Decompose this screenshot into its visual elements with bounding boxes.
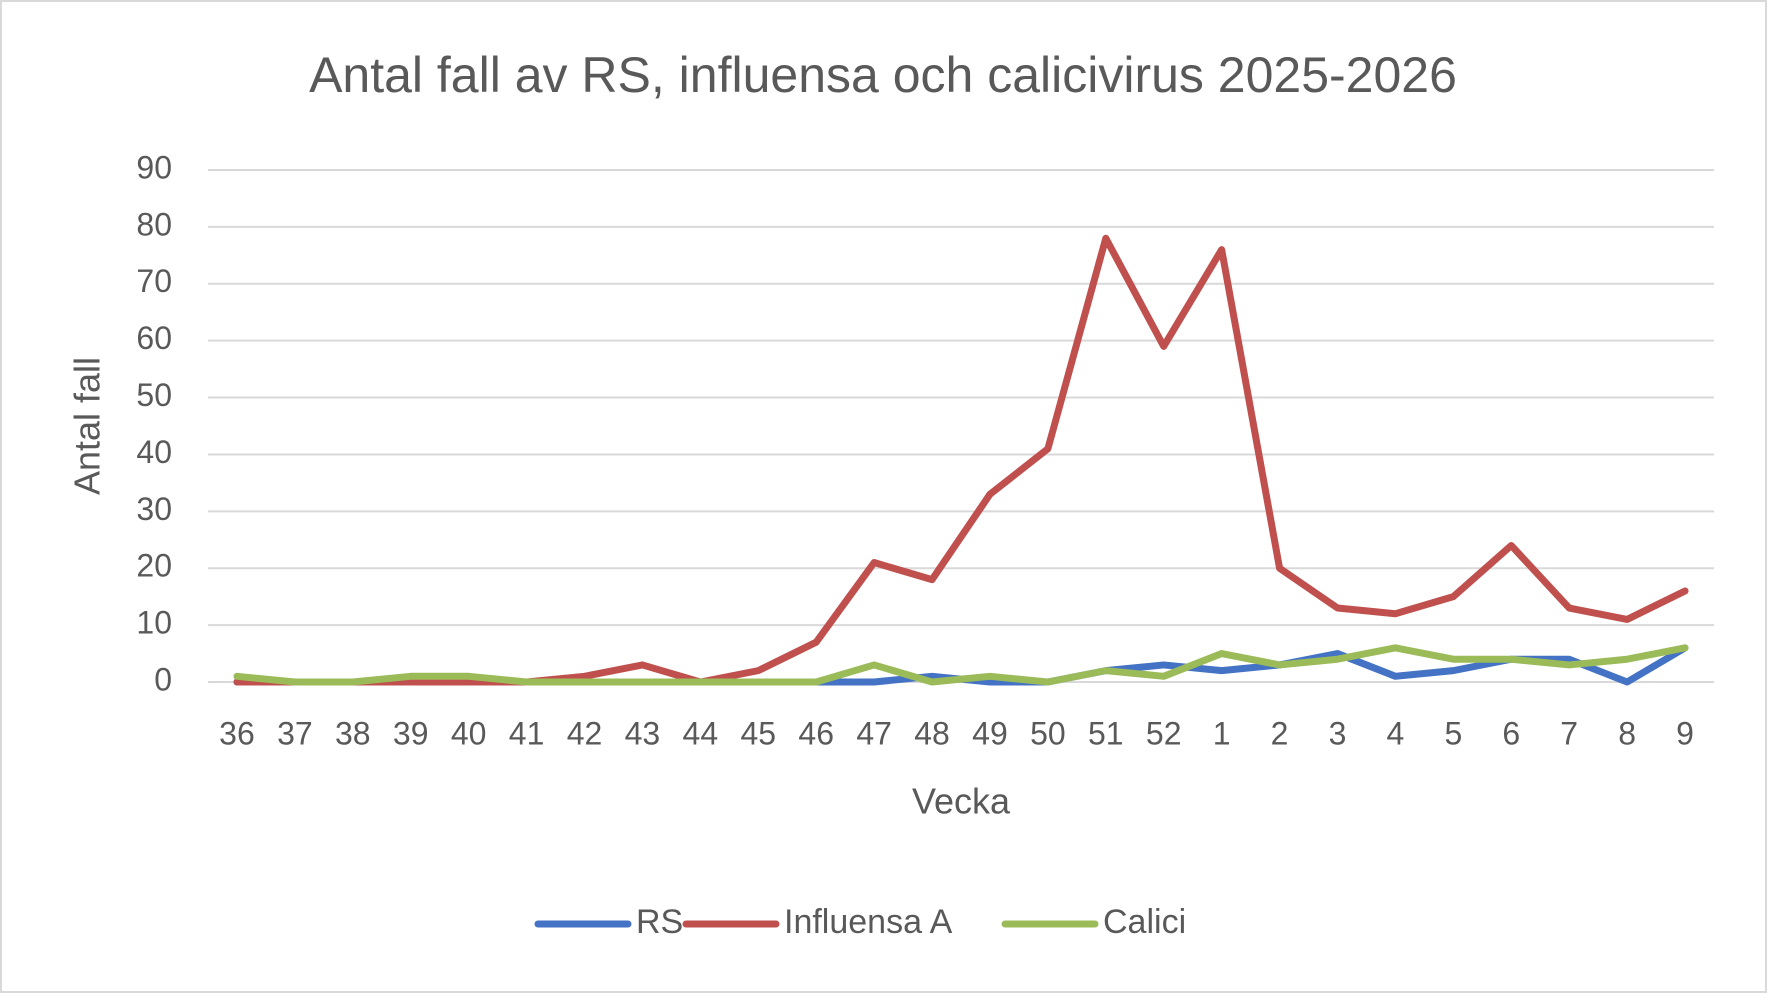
x-tick-label: 42 xyxy=(567,715,603,751)
x-tick-label: 8 xyxy=(1618,715,1636,751)
x-tick-label: 39 xyxy=(393,715,429,751)
y-tick-label: 70 xyxy=(136,263,172,299)
x-tick-label: 40 xyxy=(451,715,487,751)
x-tick-label: 51 xyxy=(1088,715,1124,751)
chart-title: Antal fall av RS, influensa och calicivi… xyxy=(309,47,1457,103)
x-tick-label: 6 xyxy=(1502,715,1520,751)
y-tick-label: 60 xyxy=(136,320,172,356)
legend-label: RS xyxy=(636,903,683,941)
data-line xyxy=(233,644,1689,686)
legend-label: Calici xyxy=(1103,903,1186,941)
y-tick-label: 0 xyxy=(154,661,172,697)
x-tick-label: 1 xyxy=(1213,715,1231,751)
x-axis-label: Vecka xyxy=(912,781,1011,822)
x-tick-label: 3 xyxy=(1329,715,1347,751)
x-tick-label: 37 xyxy=(277,715,313,751)
x-tick-label: 7 xyxy=(1560,715,1578,751)
y-tick-label: 40 xyxy=(136,434,172,470)
legend-label: Influensa A xyxy=(784,903,953,941)
y-tick-label: 30 xyxy=(136,491,172,527)
y-tick-label: 20 xyxy=(136,548,172,584)
y-tick-label: 50 xyxy=(136,377,172,413)
x-tick-label: 4 xyxy=(1387,715,1405,751)
x-tick-label: 46 xyxy=(798,715,834,751)
y-tick-label: 10 xyxy=(136,605,172,641)
x-tick-label: 48 xyxy=(914,715,950,751)
y-tick-label: 90 xyxy=(136,149,172,185)
x-tick-label: 44 xyxy=(683,715,719,751)
x-tick-label: 36 xyxy=(219,715,255,751)
data-line xyxy=(233,234,1689,686)
x-tick-label: 47 xyxy=(856,715,892,751)
x-tick-label: 5 xyxy=(1444,715,1462,751)
x-tick-label: 43 xyxy=(625,715,661,751)
y-tick-label: 80 xyxy=(136,206,172,242)
x-tick-label: 38 xyxy=(335,715,371,751)
x-tick-label: 50 xyxy=(1030,715,1066,751)
x-tick-label: 52 xyxy=(1146,715,1182,751)
x-tick-label: 45 xyxy=(740,715,776,751)
x-tick-label: 2 xyxy=(1271,715,1289,751)
x-tick-label: 9 xyxy=(1676,715,1694,751)
x-tick-label: 49 xyxy=(972,715,1008,751)
x-tick-label: 41 xyxy=(509,715,545,751)
y-axis-label: Antal fall xyxy=(67,357,108,495)
